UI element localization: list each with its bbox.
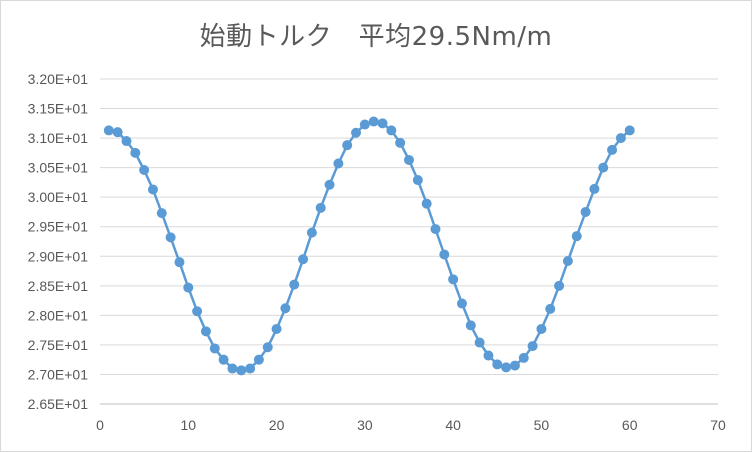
data-point xyxy=(492,359,503,370)
x-tick-label: 60 xyxy=(622,417,638,433)
x-tick-label: 40 xyxy=(445,417,461,433)
data-point xyxy=(624,125,635,136)
x-tick-label: 30 xyxy=(357,417,373,433)
data-point xyxy=(527,341,538,352)
data-point xyxy=(147,184,158,195)
data-point xyxy=(315,202,326,213)
data-point xyxy=(501,362,512,373)
data-point xyxy=(200,326,211,337)
data-point xyxy=(615,133,626,144)
data-point xyxy=(351,127,362,138)
data-point xyxy=(306,227,317,238)
data-point xyxy=(395,137,406,148)
data-point xyxy=(289,279,300,290)
y-tick-label: 2.90E+01 xyxy=(28,248,89,264)
data-point xyxy=(324,179,335,190)
y-tick-label: 3.05E+01 xyxy=(28,160,89,176)
x-tick-label: 0 xyxy=(96,417,104,433)
data-point xyxy=(271,323,282,334)
y-tick-label: 2.70E+01 xyxy=(28,366,89,382)
x-tick-label: 10 xyxy=(180,417,196,433)
data-point xyxy=(607,144,618,155)
y-tick-label: 3.20E+01 xyxy=(28,71,89,87)
data-point xyxy=(298,254,309,265)
data-point xyxy=(465,320,476,331)
data-point xyxy=(227,363,238,374)
data-point xyxy=(545,303,556,314)
data-point xyxy=(589,183,600,194)
data-point xyxy=(430,224,441,235)
y-tick-label: 2.95E+01 xyxy=(28,219,89,235)
data-point xyxy=(483,350,494,361)
data-point xyxy=(218,354,229,365)
chart-title: 始動トルク 平均29.5Nm/m xyxy=(199,22,553,52)
data-point xyxy=(121,136,132,147)
data-point xyxy=(439,249,450,260)
x-tick-label: 20 xyxy=(269,417,285,433)
y-tick-label: 3.00E+01 xyxy=(28,189,89,205)
y-tick-label: 3.10E+01 xyxy=(28,130,89,146)
data-point xyxy=(342,140,353,151)
x-tick-label: 70 xyxy=(710,417,726,433)
data-point xyxy=(236,365,247,376)
data-point xyxy=(333,158,344,169)
y-tick-label: 2.75E+01 xyxy=(28,337,89,353)
data-point xyxy=(580,206,591,217)
data-point xyxy=(474,337,485,348)
data-point xyxy=(130,147,141,158)
data-point xyxy=(209,343,220,354)
data-point xyxy=(192,306,203,317)
data-point xyxy=(518,352,529,363)
data-point xyxy=(448,274,459,285)
data-point xyxy=(165,232,176,243)
data-point xyxy=(386,125,397,136)
data-point xyxy=(183,282,194,293)
series-line xyxy=(108,120,631,372)
data-point xyxy=(156,208,167,219)
y-tick-label: 2.65E+01 xyxy=(28,396,89,412)
x-tick-label: 50 xyxy=(534,417,550,433)
data-point xyxy=(404,154,414,165)
data-point xyxy=(139,165,150,175)
data-point xyxy=(571,231,582,242)
data-point xyxy=(456,298,467,309)
data-point xyxy=(509,360,520,371)
data-point xyxy=(253,354,264,365)
data-point xyxy=(377,118,388,129)
data-point xyxy=(554,280,565,291)
data-point xyxy=(359,119,370,130)
y-tick-label: 3.15E+01 xyxy=(28,101,89,117)
data-point xyxy=(598,162,609,173)
data-point xyxy=(412,175,423,186)
y-tick-label: 2.80E+01 xyxy=(28,307,89,323)
data-point xyxy=(368,116,379,127)
data-point xyxy=(562,256,573,266)
data-point xyxy=(262,342,273,353)
data-point xyxy=(421,198,432,209)
data-point xyxy=(536,323,547,334)
data-point xyxy=(103,125,114,136)
data-point xyxy=(112,127,123,138)
data-point xyxy=(245,363,256,374)
y-tick-label: 2.85E+01 xyxy=(28,278,89,294)
data-point xyxy=(174,257,185,268)
data-point xyxy=(280,303,291,314)
